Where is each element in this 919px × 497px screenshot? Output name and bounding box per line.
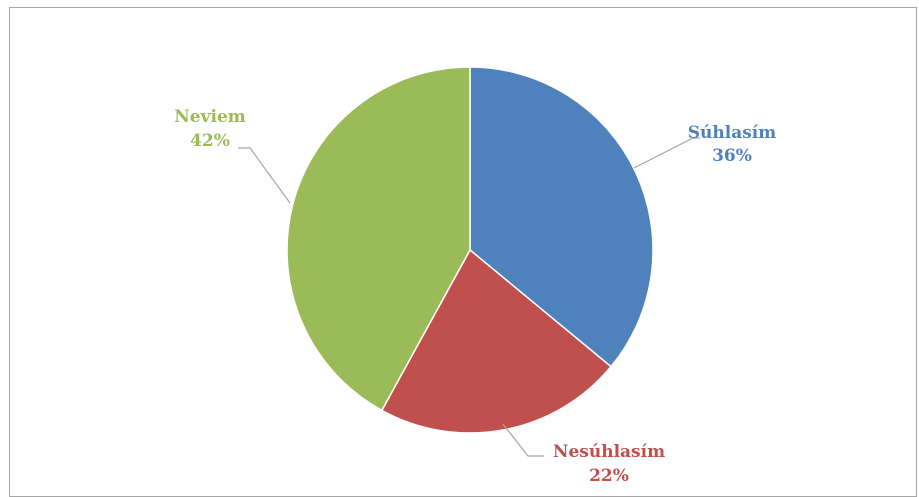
leader-line-suhlasim (633, 137, 700, 169)
slice-label-nesuhlasim-name: Nesúhlasím (553, 442, 665, 462)
leader-lines (238, 137, 700, 457)
pie-slice-neviem (286, 66, 471, 412)
slice-label-neviem-name: Neviem (174, 107, 246, 127)
leader-line-nesuhlasim (502, 423, 544, 457)
pie-slice-suhlasim (469, 66, 654, 368)
slice-label-suhlasim-percent: 36% (712, 146, 752, 166)
pie-slice-nesuhlasim (380, 248, 613, 434)
slice-label-suhlasim-name: Súhlasím (688, 123, 777, 143)
slice-label-nesuhlasim-percent: 22% (589, 466, 629, 486)
pie-slices (286, 66, 654, 434)
slice-label-neviem-percent: 42% (190, 131, 230, 151)
leader-line-neviem (238, 147, 291, 204)
